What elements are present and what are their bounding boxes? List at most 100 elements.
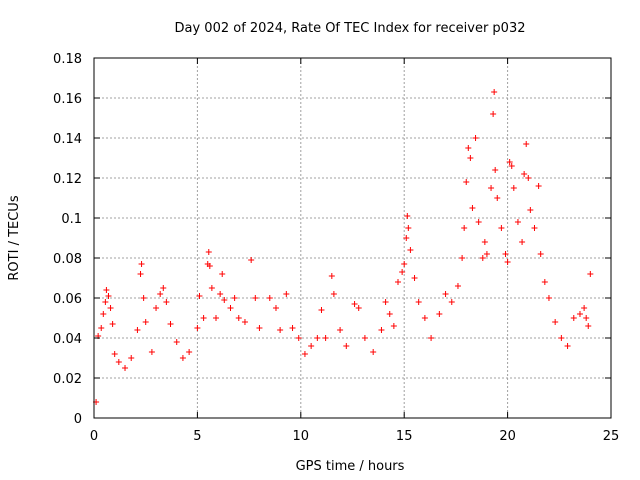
data-point <box>403 235 410 241</box>
scatter-points <box>93 89 594 405</box>
data-point <box>283 291 290 297</box>
data-point <box>173 339 180 345</box>
data-point <box>502 251 509 257</box>
data-point <box>308 343 315 349</box>
data-point <box>531 225 538 231</box>
data-point <box>506 159 513 165</box>
data-point <box>514 219 521 225</box>
data-point <box>570 315 577 321</box>
data-point <box>328 273 335 279</box>
data-point <box>405 225 412 231</box>
data-point <box>142 319 149 325</box>
data-point <box>157 291 164 297</box>
data-point <box>401 261 408 267</box>
data-point <box>100 311 107 317</box>
data-point <box>545 295 552 301</box>
data-point <box>138 261 145 267</box>
data-point <box>498 225 505 231</box>
data-point <box>179 355 186 361</box>
data-point <box>196 293 203 299</box>
data-point <box>98 325 105 331</box>
data-point <box>231 295 238 301</box>
data-point <box>382 299 389 305</box>
data-point <box>277 327 284 333</box>
data-point <box>510 185 517 191</box>
data-point <box>465 145 472 151</box>
data-point <box>314 335 321 341</box>
data-point <box>221 297 228 303</box>
data-point <box>436 311 443 317</box>
data-point <box>256 325 263 331</box>
data-point <box>103 287 110 293</box>
data-point <box>583 315 590 321</box>
data-point <box>428 335 435 341</box>
data-point <box>102 299 109 305</box>
data-point <box>469 205 476 211</box>
chart-title: Day 002 of 2024, Rate Of TEC Index for r… <box>175 21 526 36</box>
y-tick-label: 0.14 <box>53 132 82 147</box>
data-point <box>122 365 129 371</box>
data-point <box>585 323 592 329</box>
data-point <box>322 335 329 341</box>
data-point <box>343 343 350 349</box>
data-point <box>351 301 358 307</box>
data-point <box>241 319 248 325</box>
data-point <box>537 251 544 257</box>
x-tick-label: 5 <box>193 429 201 444</box>
data-point <box>399 269 406 275</box>
data-point <box>394 279 401 285</box>
data-point <box>160 285 167 291</box>
data-point <box>337 327 344 333</box>
data-point <box>330 291 337 297</box>
data-point <box>461 225 468 231</box>
y-axis-label: ROTI / TECUs <box>7 195 22 280</box>
x-tick-label: 15 <box>396 429 413 444</box>
data-point <box>481 239 488 245</box>
data-point <box>115 359 122 365</box>
data-point <box>552 319 559 325</box>
data-point <box>508 163 515 169</box>
data-point <box>479 255 486 261</box>
data-point <box>523 141 530 147</box>
data-point <box>206 263 213 269</box>
data-point <box>194 325 201 331</box>
y-tick-label: 0 <box>74 412 82 427</box>
x-tick-label: 10 <box>293 429 310 444</box>
data-point <box>558 335 565 341</box>
data-point <box>137 271 144 277</box>
data-point <box>541 279 548 285</box>
data-point <box>318 307 325 313</box>
data-point <box>148 349 155 355</box>
y-tick-label: 0.12 <box>53 172 82 187</box>
data-point <box>378 327 385 333</box>
data-point <box>454 283 461 289</box>
data-point <box>581 305 588 311</box>
data-point <box>463 179 470 185</box>
x-axis-label: GPS time / hours <box>296 459 405 474</box>
y-tick-label: 0.04 <box>53 332 82 347</box>
data-point <box>386 311 393 317</box>
data-point <box>301 351 308 357</box>
data-point <box>564 343 571 349</box>
data-point <box>525 175 532 181</box>
y-tick-label: 0.06 <box>53 292 82 307</box>
data-point <box>491 89 498 95</box>
plot-frame <box>93 57 612 419</box>
x-tick-label: 25 <box>603 429 620 444</box>
data-point <box>535 183 542 189</box>
data-point <box>448 299 455 305</box>
data-point <box>521 171 528 177</box>
axes: 0 5 10 15 20 25 0 0.02 0.04 0.06 0.08 0.1 0.12 0.14 0.… <box>53 52 619 444</box>
data-point <box>370 349 377 355</box>
data-point <box>411 275 418 281</box>
data-point <box>109 321 116 327</box>
data-point <box>213 315 220 321</box>
data-point <box>272 305 279 311</box>
data-point <box>407 247 414 253</box>
data-point <box>415 299 422 305</box>
data-point <box>494 195 501 201</box>
data-point <box>163 299 170 305</box>
data-point <box>475 219 482 225</box>
data-point <box>266 295 273 301</box>
data-point <box>219 271 226 277</box>
